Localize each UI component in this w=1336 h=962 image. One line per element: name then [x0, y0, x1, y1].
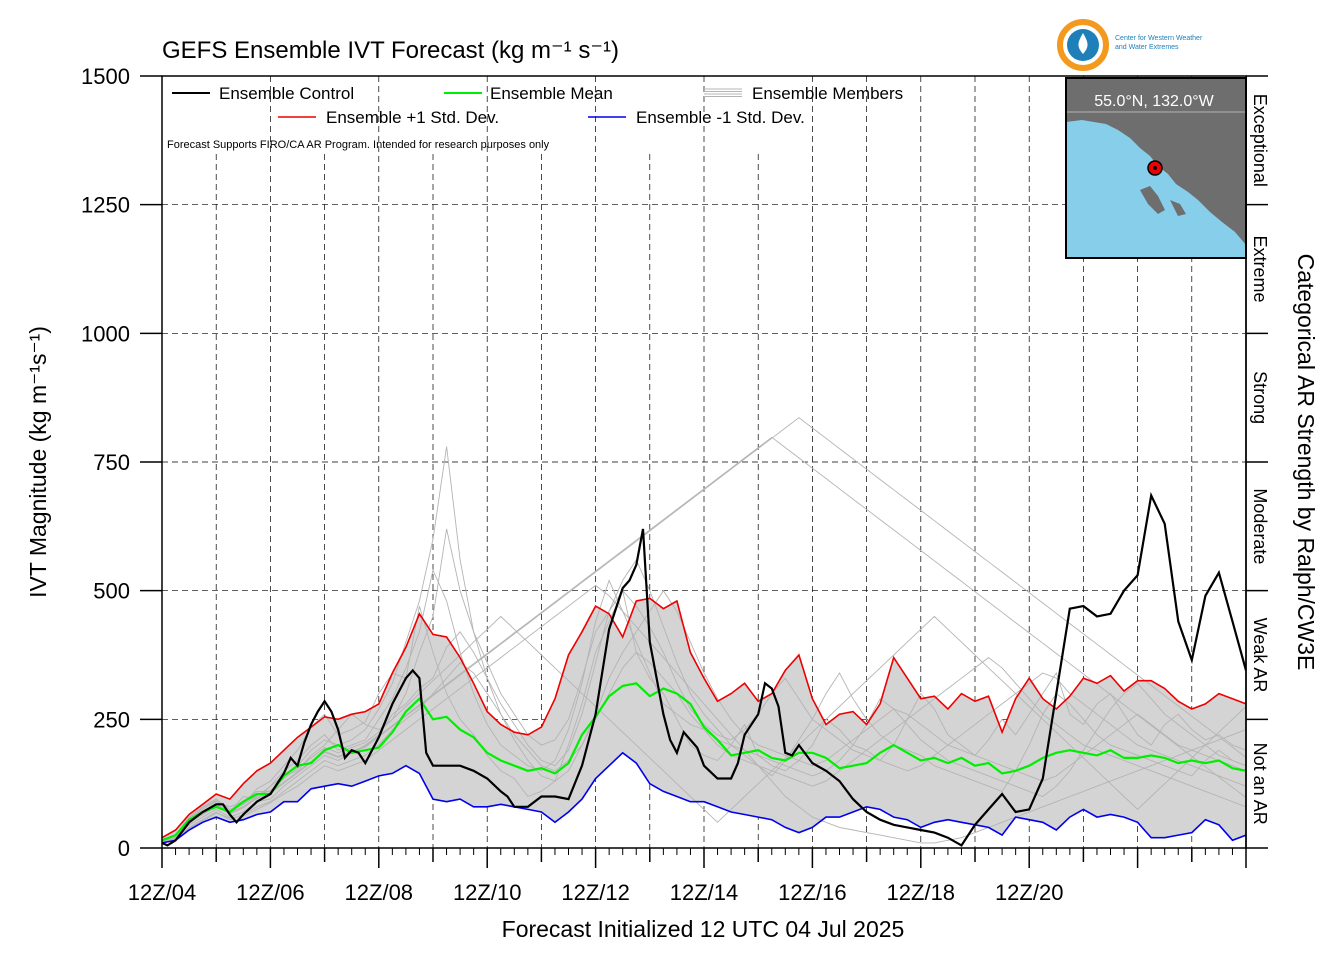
ensemble-member-line: [162, 558, 1246, 842]
legend-label-plus-sd: Ensemble +1 Std. Dev.: [326, 108, 499, 127]
x-tick-label: 12Z/14: [670, 880, 739, 905]
y-tick-label: 750: [93, 450, 130, 475]
logo-line1: Center for Western Weather: [1115, 35, 1203, 42]
x-tick-label: 12Z/08: [345, 880, 414, 905]
spread-fill-layer: [162, 598, 1246, 843]
x-axis-title: Forecast Initialized 12 UTC 04 Jul 2025: [502, 916, 905, 942]
y-tick-label: 250: [93, 707, 130, 732]
y-axis-title: IVT Magnitude (kg m⁻¹s⁻¹): [25, 326, 51, 598]
ensemble-member-line: [162, 436, 1246, 844]
x-tick-label: 12Z/12: [561, 880, 630, 905]
y-tick-label: 1000: [81, 321, 130, 346]
inset-map: 55.0°N, 132.0°W: [1065, 77, 1247, 259]
x-tick-label: 12Z/16: [778, 880, 847, 905]
category-label: Extreme: [1250, 235, 1270, 302]
legend: Ensemble Control Ensemble Mean Ensemble …: [167, 84, 903, 151]
ensemble-member-line: [162, 589, 1246, 843]
ensemble-member-line: [162, 417, 1246, 843]
y-tick-label: 1250: [81, 193, 130, 218]
disclaimer-note: Forecast Supports FIRO/CA AR Program. In…: [167, 139, 550, 151]
logo-line2: and Water Extremes: [1115, 44, 1179, 51]
x-tick-label: 12Z/06: [236, 880, 305, 905]
series-line-plus-sd: [162, 597, 1246, 839]
water-drop-icon: [1078, 33, 1088, 54]
legend-label-mean: Ensemble Mean: [490, 84, 613, 103]
ensemble-member-line: [162, 584, 1246, 844]
axes: 0 250 500 750 1000 1250 1500 12Z/04 12Z/06 12Z/08…: [81, 64, 1270, 905]
legend-label-control: Ensemble Control: [219, 84, 354, 103]
ensemble-member-line: [162, 446, 1246, 841]
category-label: Moderate: [1250, 488, 1270, 564]
category-label: Not an AR: [1250, 743, 1270, 825]
category-label: Strong: [1250, 371, 1270, 424]
cw3e-logo: Center for Western Weather and Water Ext…: [1057, 19, 1203, 71]
series-line-minus-sd: [162, 751, 1246, 844]
legend-swatch-members: [704, 88, 742, 97]
y-tick-label: 1500: [81, 64, 130, 89]
category-label: Weak AR: [1250, 618, 1270, 693]
inset-frame: [1065, 77, 1247, 259]
inset-location-label: 55.0°N, 132.0°W: [1094, 93, 1214, 110]
legend-label-minus-sd: Ensemble -1 Std. Dev.: [636, 108, 805, 127]
x-tick-label: 12Z/04: [128, 880, 197, 905]
series-line-control: [162, 491, 1246, 847]
chart-title: GEFS Ensemble IVT Forecast (kg m⁻¹ s⁻¹): [162, 37, 619, 64]
inset-island: [1140, 186, 1165, 214]
y-tick-label: 0: [118, 836, 130, 861]
inset-island-2: [1170, 200, 1186, 216]
logo-ring: [1057, 19, 1109, 71]
legend-label-members: Ensemble Members: [752, 84, 903, 103]
x-tick-label: 12Z/18: [887, 880, 956, 905]
ensemble-member-line: [162, 528, 1246, 843]
y2-axis-title: Categorical AR Strength by Ralph/CW3E: [1293, 254, 1319, 671]
category-label: Exceptional: [1250, 94, 1270, 187]
y-tick-label: 500: [93, 579, 130, 604]
location-marker-center: [1153, 166, 1157, 170]
x-tick-label: 12Z/20: [995, 880, 1064, 905]
x-tick-label: 12Z/10: [453, 880, 522, 905]
spread-band: [162, 598, 1246, 843]
main-series-layer: [162, 491, 1246, 847]
